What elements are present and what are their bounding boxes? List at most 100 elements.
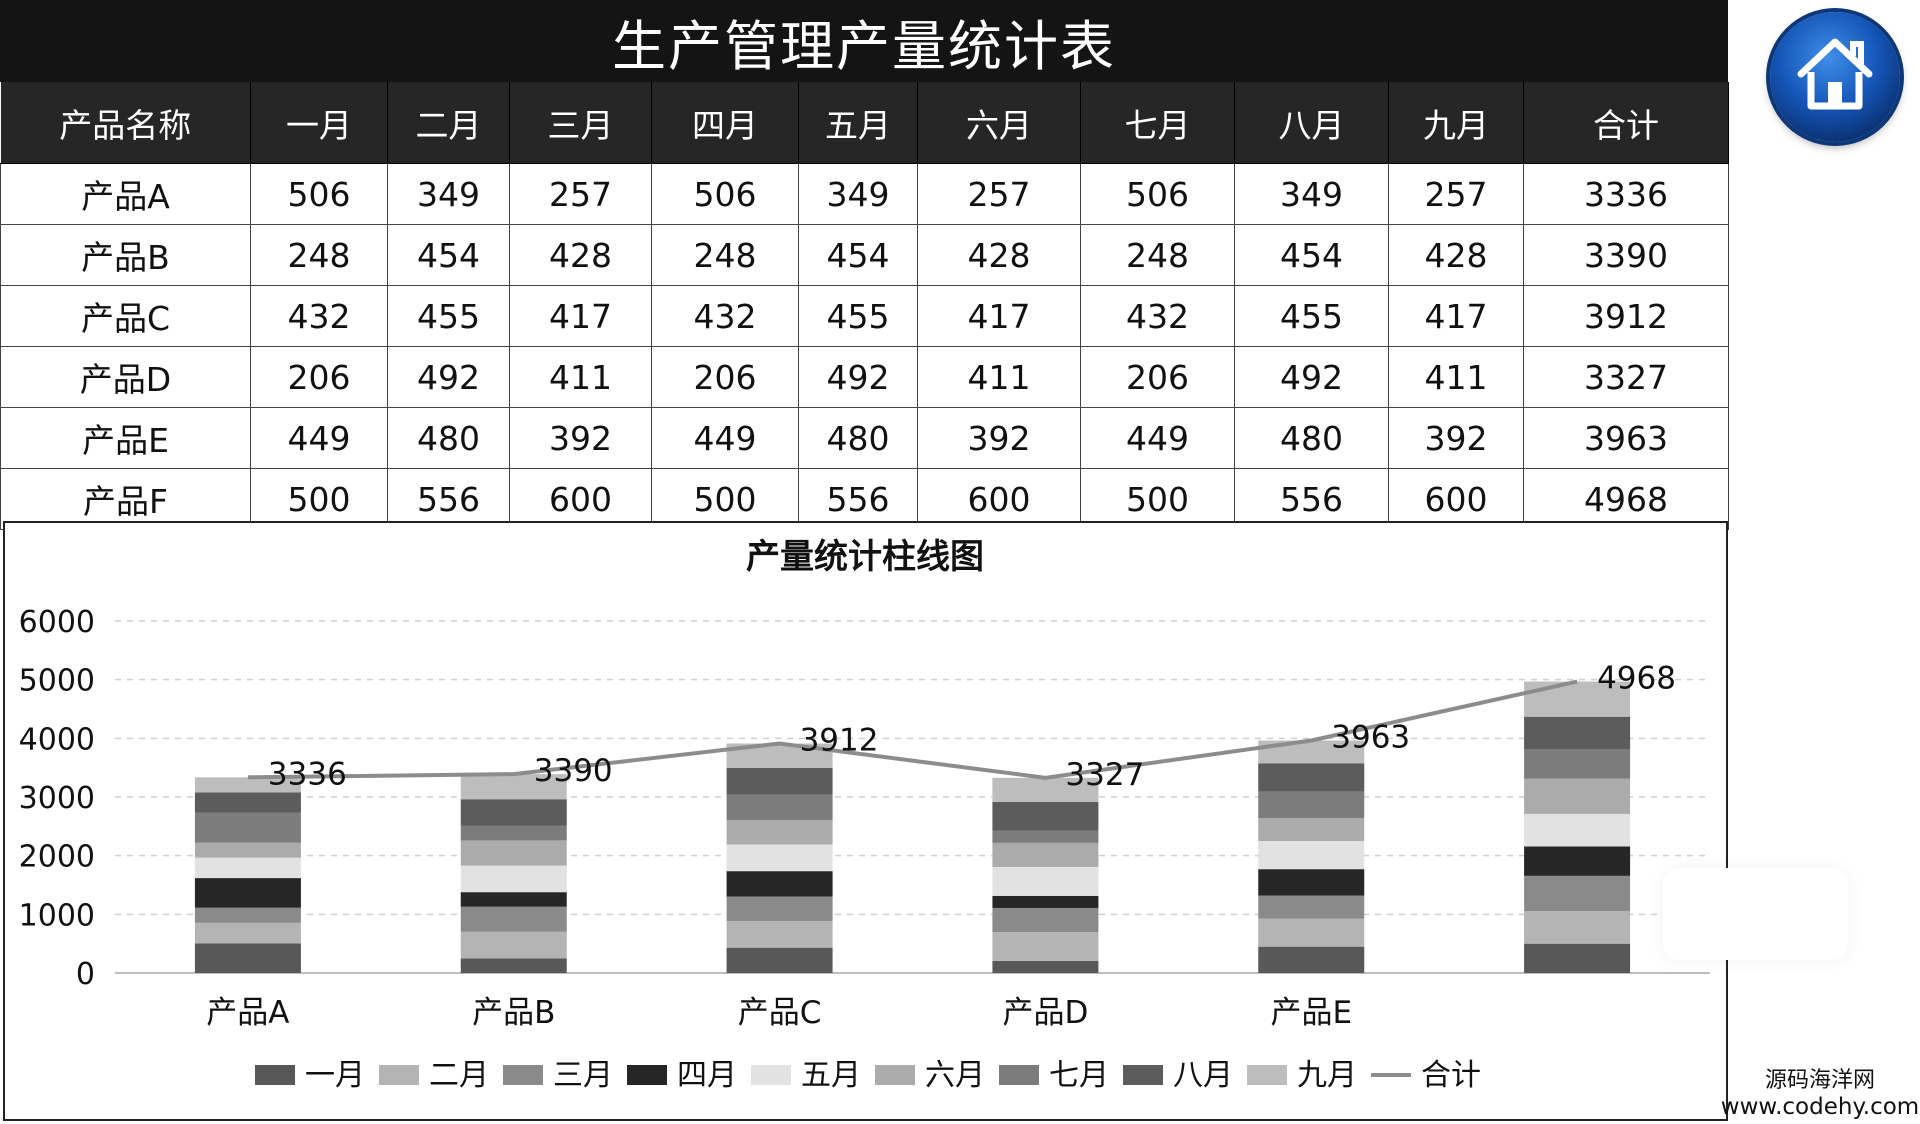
month-value-cell[interactable]: 417: [1388, 285, 1524, 347]
y-tick-label: 5000: [19, 664, 95, 699]
month-value-cell[interactable]: 455: [798, 285, 918, 347]
total-cell[interactable]: 3912: [1523, 285, 1729, 347]
column-header: 四月: [651, 82, 799, 164]
month-value-cell[interactable]: 506: [1080, 163, 1235, 225]
month-value-cell[interactable]: 392: [917, 407, 1081, 469]
month-value-cell[interactable]: 411: [509, 346, 652, 408]
month-value-cell[interactable]: 556: [1234, 468, 1389, 530]
total-cell[interactable]: 3963: [1523, 407, 1729, 469]
product-name-cell[interactable]: 产品D: [0, 346, 251, 408]
month-value-cell[interactable]: 349: [798, 163, 918, 225]
bar-segment: [460, 840, 567, 866]
bar-segment: [194, 812, 301, 843]
month-value-cell[interactable]: 206: [1080, 346, 1235, 408]
month-value-cell[interactable]: 257: [509, 163, 652, 225]
product-name-cell[interactable]: 产品A: [0, 163, 251, 225]
bar-segment: [460, 906, 567, 932]
month-value-cell[interactable]: 248: [1080, 224, 1235, 286]
month-value-cell[interactable]: 455: [1234, 285, 1389, 347]
bar-segment: [1258, 869, 1365, 896]
month-value-cell[interactable]: 449: [651, 407, 799, 469]
column-header: 三月: [509, 82, 652, 164]
month-value-cell[interactable]: 428: [509, 224, 652, 286]
product-name-cell[interactable]: 产品F: [0, 468, 251, 530]
bar-segment: [194, 777, 301, 793]
month-value-cell[interactable]: 455: [387, 285, 510, 347]
bar-segment: [194, 878, 301, 908]
month-value-cell[interactable]: 248: [651, 224, 799, 286]
month-value-cell[interactable]: 248: [250, 224, 388, 286]
table-header-row: 产品名称 一月 二月 三月 四月 五月 六月 七月 八月 九月 合计: [0, 82, 1729, 164]
month-value-cell[interactable]: 392: [1388, 407, 1524, 469]
legend-swatch: [1247, 1065, 1287, 1085]
bar-segment: [194, 907, 301, 923]
bar-segment: [726, 794, 833, 820]
total-cell[interactable]: 3390: [1523, 224, 1729, 286]
month-value-cell[interactable]: 432: [250, 285, 388, 347]
bar-segment: [1258, 946, 1365, 973]
home-button[interactable]: [1770, 12, 1900, 142]
month-value-cell[interactable]: 449: [1080, 407, 1235, 469]
month-value-cell[interactable]: 432: [651, 285, 799, 347]
total-cell[interactable]: 4968: [1523, 468, 1729, 530]
bar-segment: [194, 792, 301, 813]
legend-swatch: [255, 1065, 295, 1085]
month-value-cell[interactable]: 556: [798, 468, 918, 530]
month-value-cell[interactable]: 500: [1080, 468, 1235, 530]
column-header: 九月: [1388, 82, 1524, 164]
data-label: 3327: [1065, 757, 1144, 793]
month-value-cell[interactable]: 257: [917, 163, 1081, 225]
bar-segment: [992, 842, 1099, 867]
month-value-cell[interactable]: 206: [250, 346, 388, 408]
month-value-cell[interactable]: 454: [1234, 224, 1389, 286]
legend-swatch: [751, 1065, 791, 1085]
total-cell[interactable]: 3336: [1523, 163, 1729, 225]
month-value-cell[interactable]: 492: [798, 346, 918, 408]
month-value-cell[interactable]: 349: [1234, 163, 1389, 225]
month-value-cell[interactable]: 492: [387, 346, 510, 408]
chart-svg: 产量统计柱线图 0 1000 2000 3000 4000 5000 6000 产品A 产品B 产品…: [19, 537, 1710, 1093]
product-name-cell[interactable]: 产品B: [0, 224, 251, 286]
month-value-cell[interactable]: 454: [387, 224, 510, 286]
month-value-cell[interactable]: 600: [1388, 468, 1524, 530]
month-value-cell[interactable]: 449: [250, 407, 388, 469]
column-header: 六月: [917, 82, 1081, 164]
month-value-cell[interactable]: 506: [250, 163, 388, 225]
month-value-cell[interactable]: 454: [798, 224, 918, 286]
product-name-cell[interactable]: 产品C: [0, 285, 251, 347]
month-value-cell[interactable]: 480: [387, 407, 510, 469]
legend-label: 七月: [1049, 1058, 1109, 1093]
month-value-cell[interactable]: 349: [387, 163, 510, 225]
bar-segment: [194, 842, 301, 858]
month-value-cell[interactable]: 480: [1234, 407, 1389, 469]
legend-label: 三月: [553, 1058, 613, 1093]
month-value-cell[interactable]: 257: [1388, 163, 1524, 225]
bar-segment: [460, 958, 567, 973]
data-label: 3336: [268, 756, 347, 792]
month-value-cell[interactable]: 600: [509, 468, 652, 530]
column-header: 产品名称: [0, 82, 251, 164]
month-value-cell[interactable]: 417: [917, 285, 1081, 347]
bar-segment: [1258, 763, 1365, 792]
month-value-cell[interactable]: 392: [509, 407, 652, 469]
month-value-cell[interactable]: 500: [250, 468, 388, 530]
month-value-cell[interactable]: 206: [651, 346, 799, 408]
month-value-cell[interactable]: 600: [917, 468, 1081, 530]
month-value-cell[interactable]: 500: [651, 468, 799, 530]
total-cell[interactable]: 3327: [1523, 346, 1729, 408]
chart-container[interactable]: 产量统计柱线图 0 1000 2000 3000 4000 5000 6000 产品A 产品B 产品…: [3, 521, 1728, 1121]
month-value-cell[interactable]: 411: [1388, 346, 1524, 408]
month-value-cell[interactable]: 417: [509, 285, 652, 347]
screen-glare: [1663, 868, 1848, 960]
month-value-cell[interactable]: 428: [1388, 224, 1524, 286]
month-value-cell[interactable]: 428: [917, 224, 1081, 286]
month-value-cell[interactable]: 432: [1080, 285, 1235, 347]
month-value-cell[interactable]: 411: [917, 346, 1081, 408]
month-value-cell[interactable]: 506: [651, 163, 799, 225]
month-value-cell[interactable]: 492: [1234, 346, 1389, 408]
month-value-cell[interactable]: 480: [798, 407, 918, 469]
column-header: 八月: [1234, 82, 1389, 164]
data-label: 3912: [800, 722, 879, 758]
bar-segment: [194, 922, 301, 944]
product-name-cell[interactable]: 产品E: [0, 407, 251, 469]
